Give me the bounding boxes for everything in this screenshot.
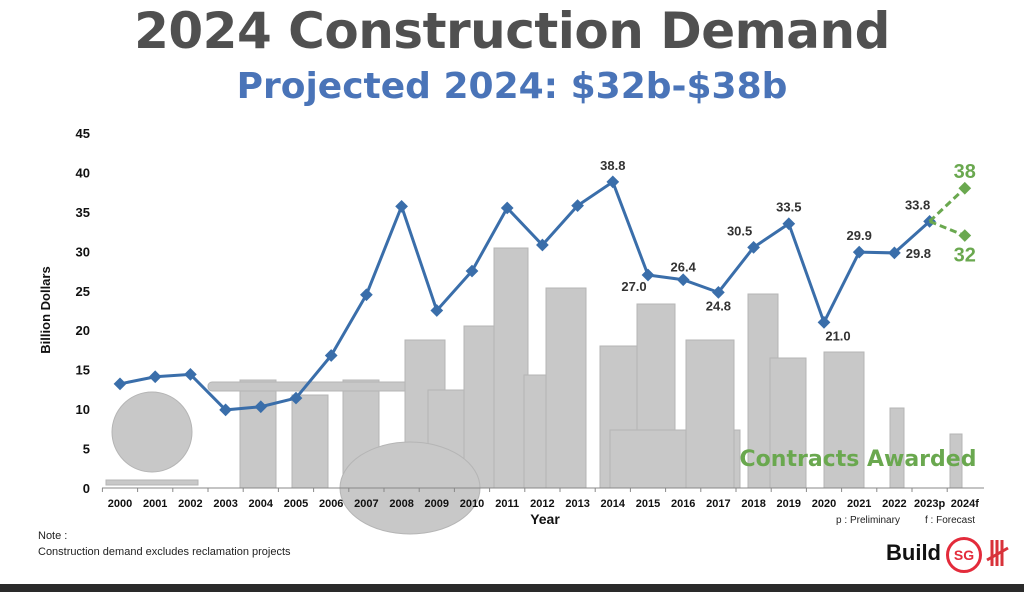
forecast-low-label: 32 bbox=[954, 245, 976, 267]
y-tick-label: 0 bbox=[83, 481, 90, 496]
x-tick-label: 2009 bbox=[425, 498, 449, 510]
y-axis-title: Billion Dollars bbox=[38, 266, 53, 353]
buildsg-logo-circle: SG bbox=[946, 537, 982, 573]
y-tick-label: 5 bbox=[83, 442, 90, 457]
x-tick-label: 2011 bbox=[495, 498, 519, 510]
data-label: 26.4 bbox=[671, 260, 697, 275]
skyline-illustration bbox=[105, 247, 963, 535]
x-tick-label: 2021 bbox=[847, 498, 871, 510]
x-tick-label: 2012 bbox=[530, 498, 554, 510]
x-tick-label: 2000 bbox=[108, 498, 132, 510]
x-tick-label: 2008 bbox=[389, 498, 413, 510]
bottom-bar bbox=[0, 584, 1024, 592]
y-tick-label: 25 bbox=[76, 284, 90, 299]
data-label: 27.0 bbox=[621, 279, 646, 294]
data-point-marker bbox=[676, 273, 690, 287]
x-tick-label: 2002 bbox=[178, 498, 202, 510]
buildsg-logo-text: Build bbox=[886, 540, 941, 565]
data-label: 24.8 bbox=[706, 298, 731, 313]
chart-axes: 0 5 10 15 20 25 30 35 40 45 2000 2001 2002 2003 2004 20… bbox=[76, 126, 984, 510]
x-tick-label: 2014 bbox=[601, 498, 626, 510]
x-tick-label: 2018 bbox=[741, 498, 765, 510]
x-tick-label: 2015 bbox=[636, 498, 660, 510]
data-point-marker bbox=[113, 377, 127, 391]
data-point-marker bbox=[852, 245, 866, 259]
y-tick-label: 40 bbox=[76, 165, 90, 180]
footnote-forecast: f : Forecast bbox=[925, 515, 975, 526]
data-point-marker bbox=[254, 400, 268, 414]
y-tick-label: 10 bbox=[76, 402, 90, 417]
page-title: 2024 Construction Demand bbox=[134, 2, 890, 60]
data-label: 30.5 bbox=[727, 223, 752, 238]
x-tick-label: 2001 bbox=[143, 498, 167, 510]
x-tick-label: 2023p bbox=[914, 498, 945, 510]
data-point-marker bbox=[817, 315, 831, 329]
footnote-preliminary: p : Preliminary bbox=[836, 515, 900, 526]
x-tick-label: 2022 bbox=[882, 498, 906, 510]
x-tick-label: 2020 bbox=[812, 498, 836, 510]
data-point-marker bbox=[289, 391, 303, 405]
forecast-low-marker bbox=[958, 229, 972, 242]
x-tick-label: 2017 bbox=[706, 498, 730, 510]
x-tick-label: 2010 bbox=[460, 498, 484, 510]
data-label: 21.0 bbox=[825, 328, 850, 343]
data-point-marker bbox=[148, 370, 162, 384]
data-label: 33.5 bbox=[776, 200, 801, 215]
data-point-marker bbox=[184, 368, 197, 381]
bca-logo-icon bbox=[986, 540, 1009, 566]
forecast-low-line bbox=[929, 219, 966, 237]
data-point-marker bbox=[500, 201, 514, 215]
x-tick-label: 2016 bbox=[671, 498, 695, 510]
data-label: 33.8 bbox=[905, 197, 930, 212]
forecast-high-marker bbox=[958, 181, 972, 195]
x-tick-label: 2003 bbox=[213, 498, 237, 510]
data-labels: 38.8 27.0 26.4 24.8 30.5 33.5 21.0 29.9 29.8 33.8 bbox=[600, 158, 931, 343]
y-tick-label: 30 bbox=[76, 244, 90, 259]
data-point-marker bbox=[395, 200, 408, 213]
forecast-high-line bbox=[928, 187, 966, 223]
note-text: Construction demand excludes reclamation… bbox=[38, 546, 291, 558]
y-tick-label: 35 bbox=[76, 205, 90, 220]
x-tick-label: 2024f bbox=[951, 498, 979, 510]
data-label: 29.8 bbox=[906, 246, 931, 261]
x-tick-label: 2005 bbox=[284, 498, 308, 510]
data-point-marker bbox=[360, 288, 373, 302]
x-axis-title: Year bbox=[530, 511, 560, 527]
data-point-marker bbox=[430, 304, 444, 317]
y-tick-label: 15 bbox=[76, 363, 90, 378]
note-heading: Note : bbox=[38, 530, 68, 542]
y-tick-label: 20 bbox=[76, 323, 90, 338]
x-tick-label: 2019 bbox=[777, 498, 801, 510]
y-tick-label: 45 bbox=[76, 126, 90, 141]
x-tick-label: 2004 bbox=[249, 498, 274, 510]
series-line bbox=[119, 179, 931, 412]
page-subtitle: Projected 2024: $32b-$38b bbox=[236, 66, 788, 107]
x-tick-label: 2013 bbox=[565, 498, 589, 510]
data-point-marker bbox=[219, 403, 232, 417]
data-label: 29.9 bbox=[847, 228, 872, 243]
series-annotation: Contracts Awarded bbox=[740, 447, 977, 472]
data-point-marker bbox=[465, 264, 479, 278]
data-label: 38.8 bbox=[600, 158, 625, 173]
x-tick-label: 2007 bbox=[354, 498, 378, 510]
x-tick-label: 2006 bbox=[319, 498, 343, 510]
forecast-high-label: 38 bbox=[954, 161, 976, 183]
data-point-marker bbox=[324, 349, 338, 362]
